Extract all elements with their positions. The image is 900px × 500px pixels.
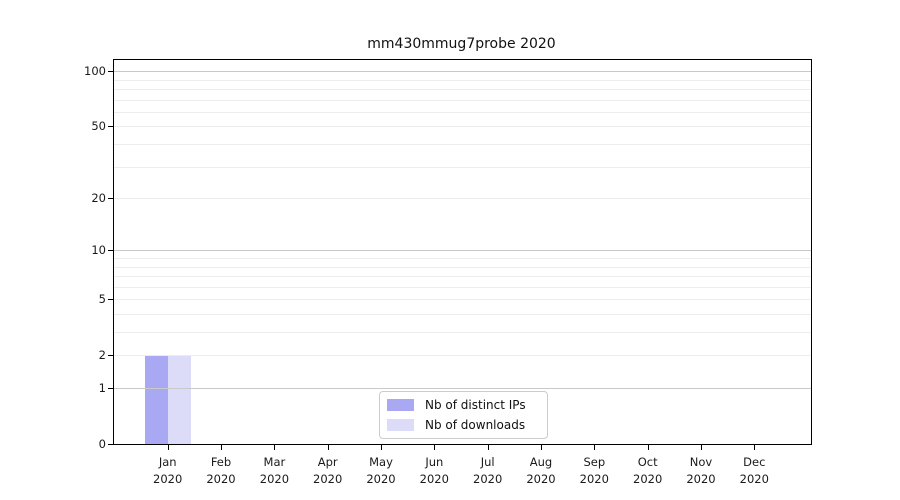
x-tick-label: Jun 2020: [420, 454, 449, 487]
x-tick-label: Feb 2020: [206, 454, 235, 487]
x-tick-month: Jul: [480, 455, 495, 469]
x-tick-label: Jul 2020: [473, 454, 502, 487]
x-tick-year: 2020: [579, 471, 609, 486]
y-tick-mark: [108, 355, 113, 357]
x-tick-mark: [701, 445, 702, 450]
x-tick-label: Oct 2020: [633, 454, 662, 487]
x-tick-mark: [487, 445, 489, 450]
y-gridline-minor: [114, 89, 811, 90]
x-tick-mark: [167, 445, 169, 450]
legend-swatch-distinct-ips: [387, 399, 414, 411]
x-tick-month: Dec: [743, 455, 766, 469]
legend-item-downloads: Nb of downloads: [387, 418, 537, 432]
x-tick-year: 2020: [473, 471, 503, 486]
y-gridline-major: [114, 71, 811, 73]
y-tick-mark: [108, 444, 113, 445]
y-gridline-minor: [114, 286, 811, 288]
y-tick-label: 20: [91, 191, 106, 206]
y-gridline-minor: [114, 111, 811, 113]
plot-area: 0 1 2 5 10 20 50 100 Jan 2020 Feb 2020 Mar 2020 Apr 20…: [84, 59, 812, 486]
gridlines-layer: [114, 60, 811, 444]
x-tick-month: Sep: [583, 455, 606, 469]
y-gridline-minor: [114, 332, 811, 333]
y-tick-label: 2: [98, 348, 106, 363]
y-gridline-minor: [114, 276, 811, 277]
x-tick-mark: [541, 445, 542, 450]
legend-label-downloads: Nb of downloads: [425, 418, 526, 432]
chart-title: mm430mmug7probe 2020: [367, 36, 556, 52]
x-tick-year: 2020: [739, 471, 769, 486]
x-tick-label: Mar 2020: [260, 454, 289, 487]
x-tick-mark: [647, 445, 649, 450]
x-tick-month: Mar: [263, 455, 286, 469]
y-gridline-major: [114, 388, 811, 389]
legend-item-distinct-ips: Nb of distinct IPs: [387, 398, 537, 412]
x-axis: Jan 2020 Feb 2020 Mar 2020 Apr 2020 May 2020 Jun 20…: [114, 60, 811, 486]
x-tick-month: Aug: [529, 455, 553, 469]
y-gridline-minor: [114, 126, 811, 128]
x-tick-year: 2020: [206, 471, 236, 486]
bar-downloads: [167, 355, 191, 444]
y-tick-mark: [108, 198, 113, 200]
x-tick-mark: [434, 445, 436, 450]
x-tick-month: Jan: [158, 455, 177, 469]
x-tick-year: 2020: [259, 471, 290, 486]
legend: Nb of distinct IPs Nb of downloads: [379, 391, 548, 439]
bar-distinct-ips: [144, 355, 168, 444]
x-tick-label: Sep 2020: [580, 454, 609, 487]
x-tick-mark: [594, 445, 596, 450]
x-tick-month: May: [369, 455, 393, 469]
x-tick-mark: [221, 445, 222, 450]
x-tick-label: Nov 2020: [686, 454, 715, 487]
y-tick-label: 100: [84, 64, 106, 79]
x-tick-year: 2020: [366, 471, 396, 486]
x-tick-label: Apr 2020: [313, 454, 342, 487]
y-tick-mark: [108, 250, 113, 252]
y-gridline-minor: [114, 314, 811, 315]
x-tick-label: May 2020: [366, 454, 395, 487]
x-tick-year: 2020: [686, 471, 716, 486]
y-gridline-minor: [114, 166, 811, 168]
legend-swatch-downloads: [387, 419, 414, 431]
x-tick-mark: [274, 445, 276, 450]
y-tick-mark: [108, 388, 113, 389]
y-gridline-minor: [114, 198, 811, 200]
y-tick-label: 5: [98, 292, 106, 307]
y-tick-mark: [108, 126, 113, 128]
x-tick-month: Apr: [317, 455, 338, 469]
y-tick-label: 0: [98, 437, 106, 451]
bars-layer: [114, 60, 811, 444]
x-tick-year: 2020: [526, 471, 556, 486]
x-tick-year: 2020: [153, 471, 183, 486]
x-tick-month: Oct: [637, 455, 658, 469]
x-tick-month: Jun: [425, 455, 444, 469]
x-tick-mark: [327, 445, 329, 450]
y-gridline-minor: [114, 266, 811, 268]
y-gridline-minor: [114, 144, 811, 145]
x-tick-month: Feb: [210, 455, 232, 469]
x-tick-year: 2020: [419, 471, 449, 486]
y-axis: 0 1 2 5 10 20 50 100: [84, 60, 811, 451]
y-tick-label: 1: [98, 381, 106, 395]
legend-label-distinct-ips: Nb of distinct IPs: [425, 398, 526, 412]
y-tick-mark: [108, 299, 113, 301]
y-gridline-minor: [114, 79, 811, 81]
x-tick-month: Nov: [689, 455, 713, 469]
y-tick-mark: [108, 71, 113, 73]
x-tick-mark: [754, 445, 756, 450]
y-tick-label: 10: [91, 243, 106, 258]
x-tick-mark: [381, 445, 382, 450]
x-tick-label: Dec 2020: [740, 454, 769, 487]
y-tick-label: 50: [91, 119, 106, 134]
x-tick-label: Aug 2020: [526, 454, 555, 487]
y-gridline-minor: [114, 355, 811, 357]
x-tick-year: 2020: [313, 471, 343, 486]
y-gridline-minor: [114, 299, 811, 301]
y-gridline-major: [114, 250, 811, 252]
y-gridline-minor: [114, 258, 811, 259]
x-tick-year: 2020: [633, 471, 663, 486]
x-tick-label: Jan 2020: [153, 454, 182, 487]
y-gridline-minor: [114, 99, 811, 101]
